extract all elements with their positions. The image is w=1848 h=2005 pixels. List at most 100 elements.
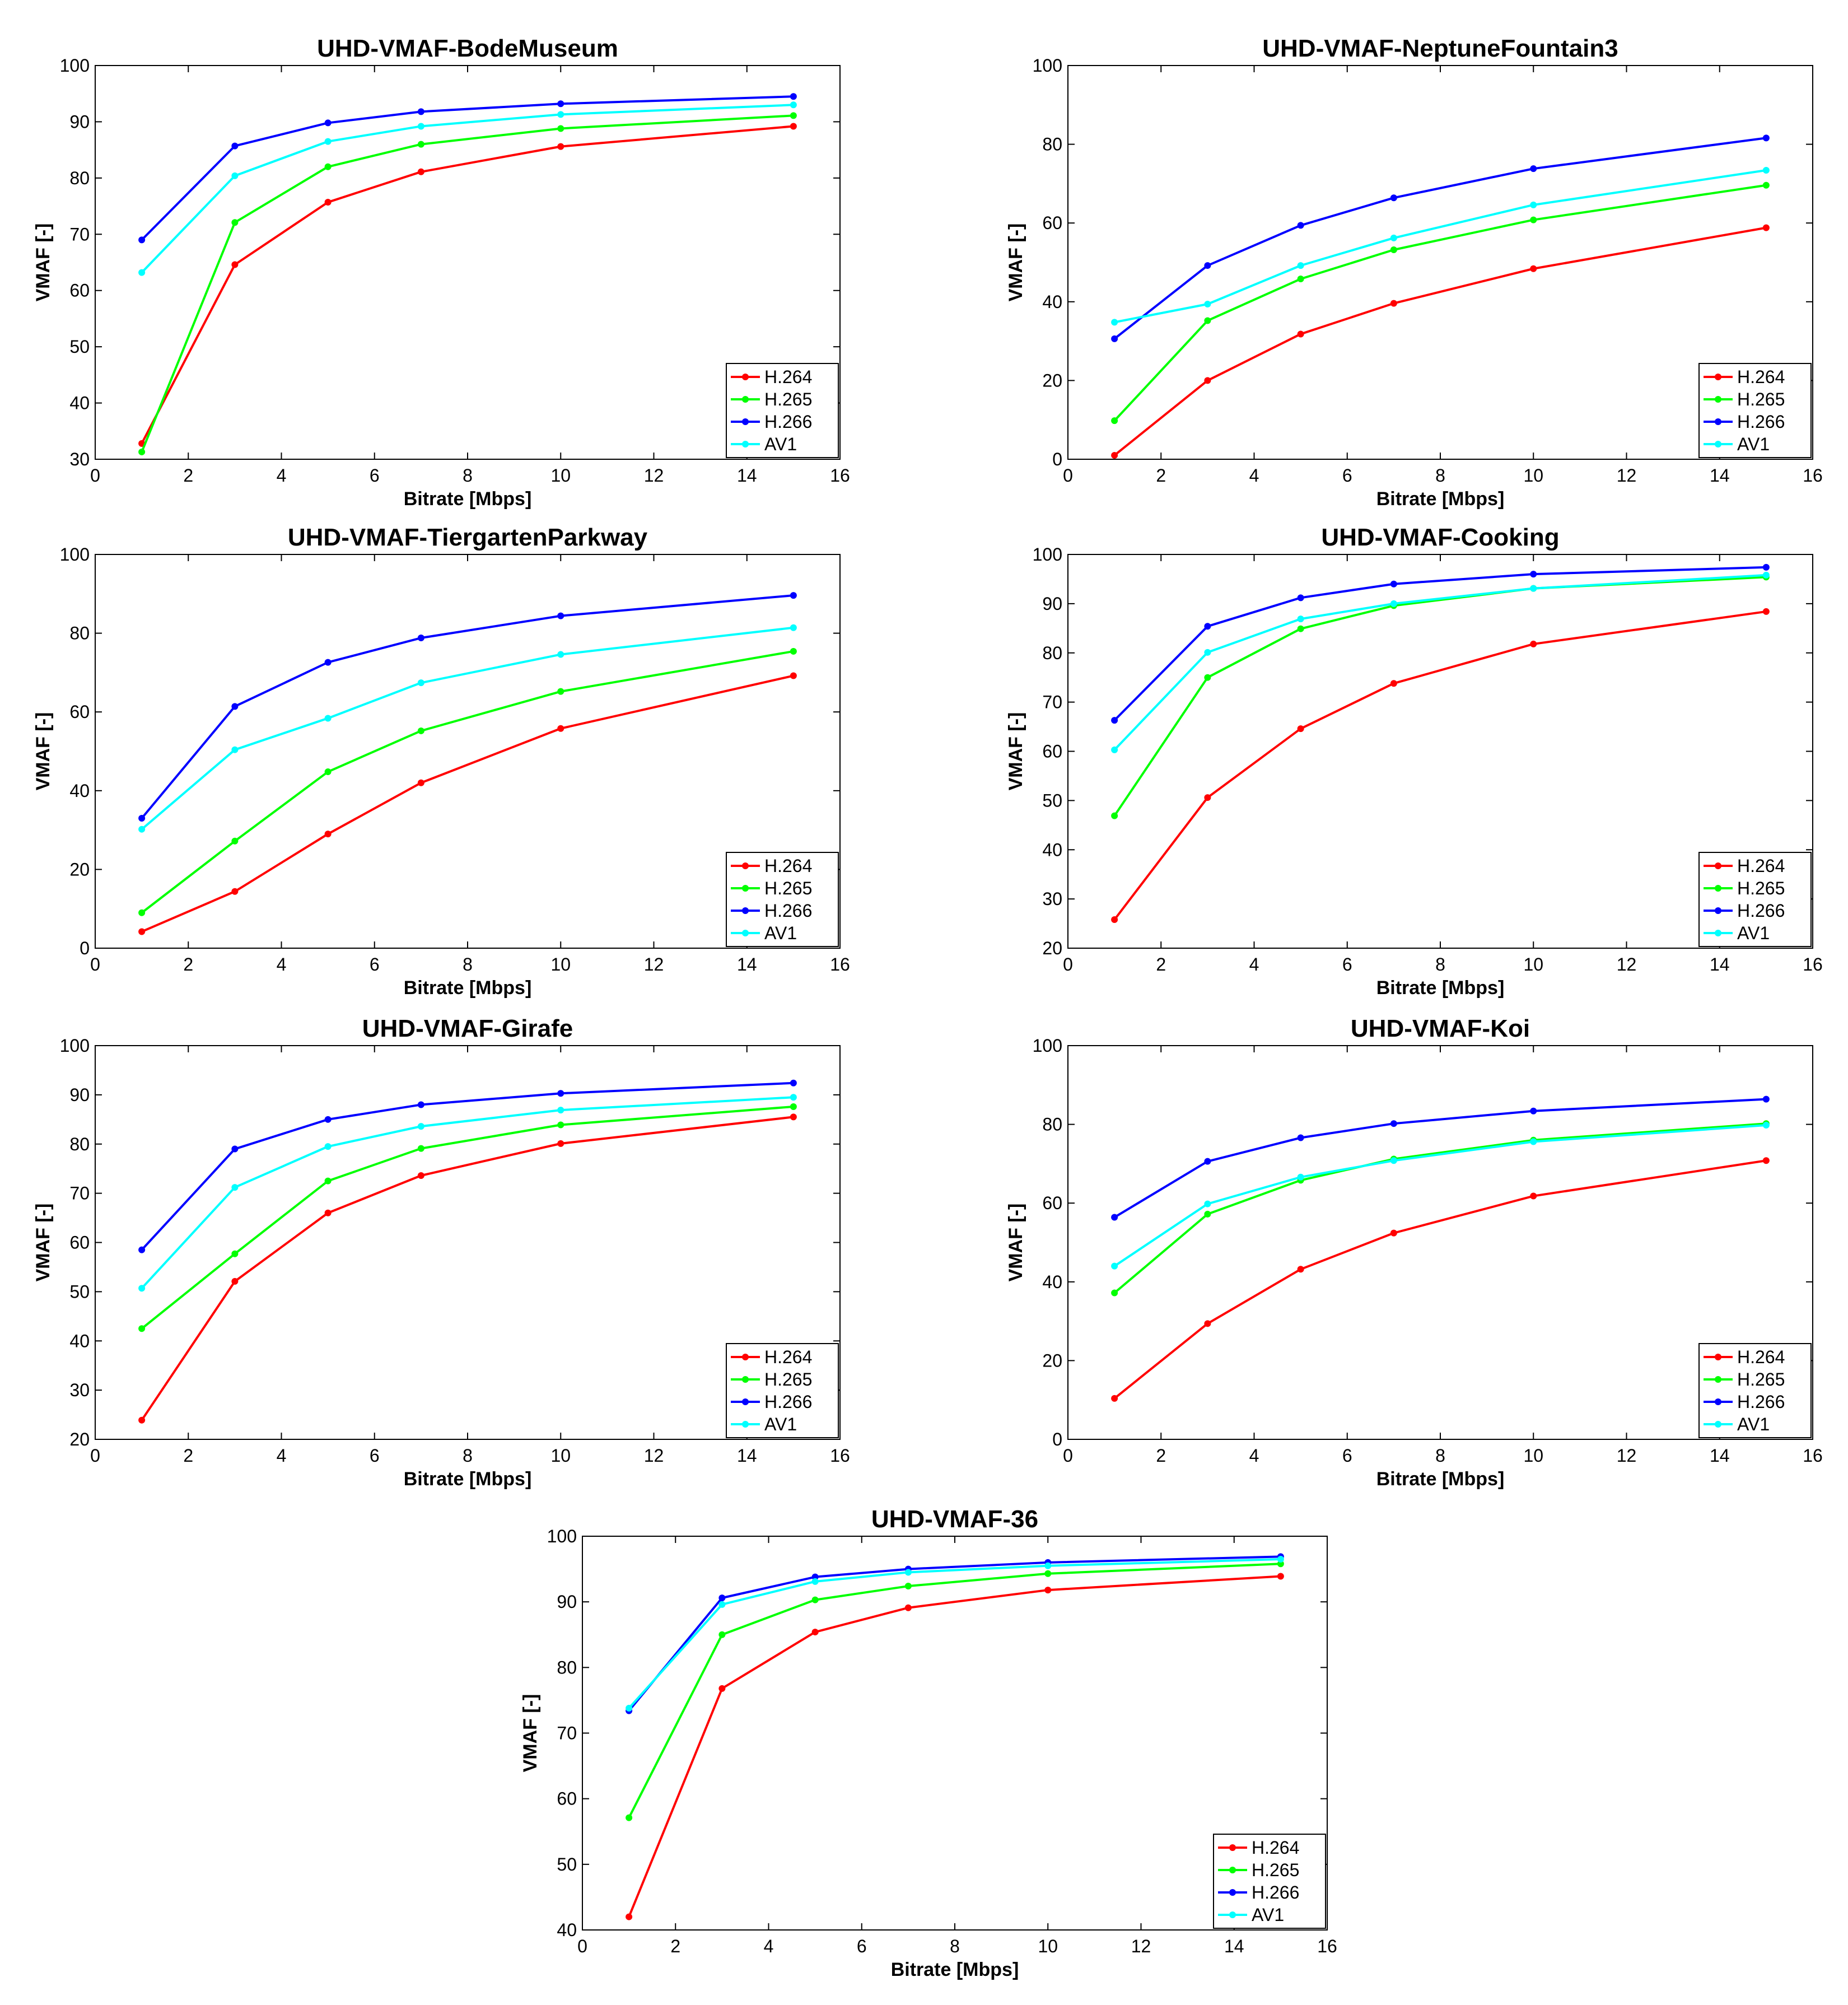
data-point <box>231 142 239 150</box>
data-point <box>231 888 239 895</box>
legend-marker <box>1715 418 1721 425</box>
data-point <box>1204 649 1211 656</box>
data-point <box>557 1090 564 1097</box>
data-point <box>790 123 797 130</box>
plot-area <box>1067 554 1813 949</box>
series-line <box>1113 573 1766 751</box>
x-tick-label: 12 <box>644 954 664 974</box>
legend-marker <box>1715 907 1721 914</box>
legend-marker <box>1229 1889 1236 1896</box>
data-point <box>1111 1395 1118 1402</box>
x-tick-label: 6 <box>1342 954 1352 974</box>
series-line <box>628 1575 1281 1918</box>
y-tick-label: 30 <box>69 1380 90 1400</box>
data-point <box>1530 571 1537 578</box>
data-point <box>1204 1210 1211 1218</box>
data-point <box>811 1573 819 1580</box>
series-line <box>141 1096 794 1289</box>
data-point <box>417 1172 424 1179</box>
chart-panel-5: UHD-VMAF-Girafe 0 2 4 6 8 10 12 14 16 20 30 40 50 60 70… <box>32 1015 850 1490</box>
data-point <box>324 1116 332 1123</box>
data-point <box>811 1629 819 1636</box>
y-tick-label: 90 <box>69 111 90 132</box>
data-point <box>557 1121 564 1129</box>
data-point <box>1297 276 1304 283</box>
series-line <box>1113 566 1766 721</box>
data-point <box>1762 1157 1770 1164</box>
legend-label: H.266 <box>1737 412 1785 432</box>
data-point <box>417 635 424 642</box>
data-point <box>138 928 146 935</box>
x-tick-label: 10 <box>550 954 571 974</box>
legend-label: H.265 <box>1737 389 1785 409</box>
x-tick-label: 6 <box>370 954 380 974</box>
data-point <box>324 831 332 838</box>
x-tick-label: 10 <box>550 1446 571 1466</box>
data-point <box>811 1578 819 1585</box>
y-tick-label: 100 <box>1033 544 1062 565</box>
data-point <box>1111 717 1118 724</box>
data-point <box>1204 1200 1211 1207</box>
data-point <box>1762 1122 1770 1129</box>
data-point <box>1297 222 1304 229</box>
x-tick-label: 16 <box>1803 465 1823 486</box>
data-point <box>417 168 424 175</box>
y-tick-label: 20 <box>1042 938 1062 958</box>
data-point <box>417 727 424 734</box>
data-point <box>324 659 332 666</box>
data-point <box>1297 625 1304 632</box>
x-axis-label: Bitrate [Mbps] <box>1376 488 1505 510</box>
y-tick-label: 70 <box>557 1723 577 1743</box>
x-tick-label: 0 <box>1063 954 1073 974</box>
x-tick-label: 2 <box>1156 954 1166 974</box>
y-tick-label: 100 <box>60 1036 90 1056</box>
legend-label: AV1 <box>764 923 797 943</box>
data-point <box>1530 585 1537 592</box>
data-point <box>1204 1320 1211 1327</box>
legend-label: H.265 <box>1737 878 1785 898</box>
x-tick-label: 6 <box>1342 1446 1352 1466</box>
data-point <box>790 592 797 599</box>
data-point <box>904 1604 912 1611</box>
x-axis-label: Bitrate [Mbps] <box>1376 1468 1505 1490</box>
data-point <box>1390 600 1397 607</box>
series-line <box>141 674 794 933</box>
data-point <box>626 1814 633 1821</box>
y-tick-label: 80 <box>69 1134 90 1154</box>
data-point <box>138 815 146 822</box>
y-axis-label: VMAF [-] <box>520 1694 541 1773</box>
legend-label: H.266 <box>1252 1882 1299 1903</box>
y-tick-label: 60 <box>1042 213 1062 233</box>
legend-marker <box>1715 396 1721 403</box>
data-point <box>1297 725 1304 733</box>
legend-marker <box>742 930 749 936</box>
x-tick-label: 0 <box>90 465 100 486</box>
y-tick-label: 80 <box>1042 643 1062 663</box>
data-point <box>231 703 239 710</box>
y-axis-label: VMAF [-] <box>1005 223 1026 302</box>
x-tick-label: 12 <box>1617 954 1637 974</box>
y-tick-label: 40 <box>69 781 90 801</box>
series-line <box>141 594 794 819</box>
x-tick-label: 12 <box>644 1446 664 1466</box>
data-point <box>1390 194 1397 202</box>
series-line <box>141 1116 794 1421</box>
series-line <box>1113 184 1767 422</box>
y-tick-label: 40 <box>69 393 90 413</box>
y-tick-label: 40 <box>1042 840 1062 860</box>
chart-panel-2: UHD-VMAF-NeptuneFountain3 0 2 4 6 8 10 12 14 16 0 2… <box>1005 35 1823 510</box>
data-point <box>557 688 564 695</box>
y-tick-label: 60 <box>1042 742 1062 762</box>
data-point <box>138 236 146 244</box>
x-tick-label: 4 <box>764 1936 774 1956</box>
x-tick-label: 2 <box>183 1446 193 1466</box>
x-tick-label: 16 <box>1317 1936 1337 1956</box>
chart-panel-1: UHD-VMAF-BodeMuseum 0 2 4 6 8 10 12 14 16 30 40 50 60… <box>32 35 850 510</box>
plot-area <box>95 1045 841 1440</box>
y-tick-label: 30 <box>69 449 90 469</box>
data-point <box>557 725 564 732</box>
data-point <box>138 1416 146 1424</box>
data-point <box>417 123 424 130</box>
